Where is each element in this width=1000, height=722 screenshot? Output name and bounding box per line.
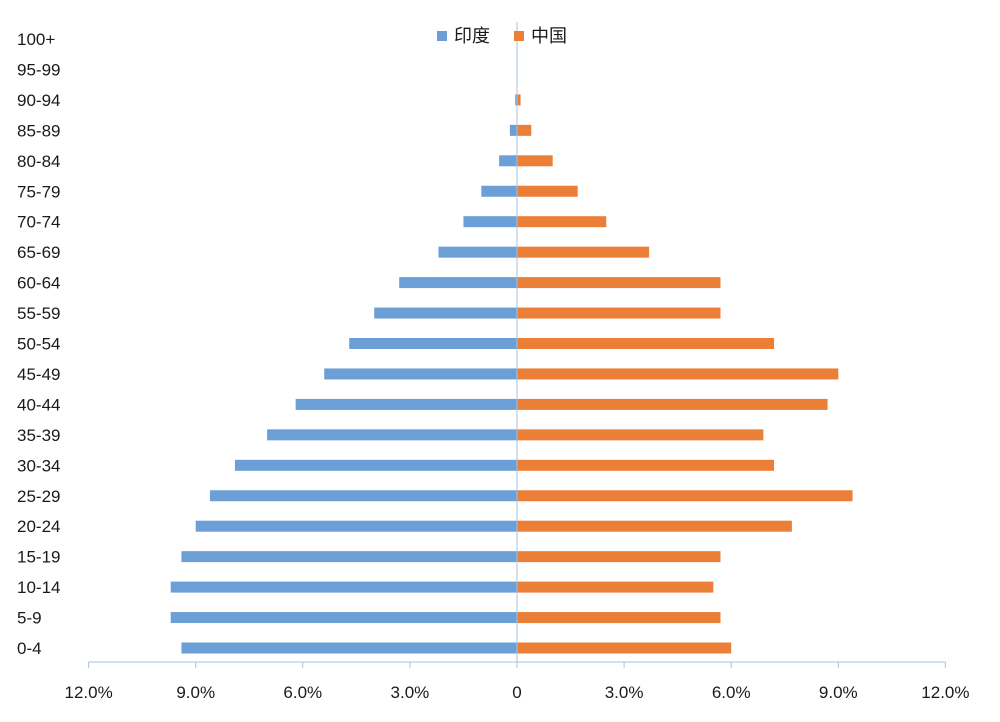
bar-china-40-44 <box>517 398 828 410</box>
bar-china-35-39 <box>517 429 764 441</box>
bar-india-85-89 <box>509 124 517 136</box>
bar-china-55-59 <box>517 307 721 319</box>
bar-china-70-74 <box>517 216 607 228</box>
bar-china-15-19 <box>517 551 721 563</box>
age-label-95-99: 95-99 <box>17 60 60 79</box>
x-tick-label: 3.0% <box>605 683 644 702</box>
bar-china-65-69 <box>517 246 650 258</box>
age-label-55-59: 55-59 <box>17 304 60 323</box>
bar-china-10-14 <box>517 581 714 593</box>
age-label-10-14: 10-14 <box>17 578 60 597</box>
x-tick-label: 9.0% <box>176 683 215 702</box>
x-tick-label: 9.0% <box>819 683 858 702</box>
bar-india-0-4 <box>181 642 518 654</box>
legend-india-label: 印度 <box>454 26 490 47</box>
china-bars <box>517 94 853 654</box>
age-label-0-4: 0-4 <box>17 639 42 658</box>
india-bars <box>170 94 518 654</box>
x-tick-label: 12.0% <box>921 683 969 702</box>
bar-china-5-9 <box>517 612 721 624</box>
bar-china-85-89 <box>517 124 532 136</box>
x-tick-label: 0 <box>512 683 521 702</box>
bar-china-75-79 <box>517 185 578 197</box>
age-label-20-24: 20-24 <box>17 517 60 536</box>
x-tick-labels: 12.0% 9.0% 6.0% 3.0% 0 3.0% 6.0% 9.0% 12.0% <box>64 683 969 702</box>
age-label-30-34: 30-34 <box>17 456 60 475</box>
legend: 印度 中国 <box>437 26 567 47</box>
x-tick-label: 6.0% <box>712 683 751 702</box>
bar-china-25-29 <box>517 490 853 502</box>
bar-china-45-49 <box>517 368 839 380</box>
bar-india-45-49 <box>324 368 517 380</box>
age-label-35-39: 35-39 <box>17 426 60 445</box>
x-tick-label: 6.0% <box>283 683 322 702</box>
age-label-85-89: 85-89 <box>17 121 60 140</box>
bar-india-60-64 <box>399 277 517 289</box>
age-label-25-29: 25-29 <box>17 487 60 506</box>
bar-india-90-94 <box>515 94 517 106</box>
bar-india-55-59 <box>374 307 517 319</box>
bar-india-25-29 <box>209 490 518 502</box>
bar-china-80-84 <box>517 155 553 167</box>
legend-china-label: 中国 <box>531 26 567 47</box>
bar-china-60-64 <box>517 277 721 289</box>
bar-china-90-94 <box>517 94 521 106</box>
bar-india-30-34 <box>234 459 517 471</box>
age-label-70-74: 70-74 <box>17 213 60 232</box>
bar-india-35-39 <box>267 429 517 441</box>
bar-china-20-24 <box>517 520 792 532</box>
bar-china-0-4 <box>517 642 732 654</box>
bar-india-80-84 <box>499 155 517 167</box>
bar-india-15-19 <box>181 551 518 563</box>
age-label-60-64: 60-64 <box>17 274 60 293</box>
age-label-45-49: 45-49 <box>17 365 60 384</box>
legend-india-swatch <box>437 31 447 41</box>
bar-india-70-74 <box>463 216 517 228</box>
age-label-80-84: 80-84 <box>17 152 60 171</box>
age-label-90-94: 90-94 <box>17 91 60 110</box>
age-label-50-54: 50-54 <box>17 335 60 354</box>
bar-india-40-44 <box>295 398 517 410</box>
age-label-65-69: 65-69 <box>17 243 60 262</box>
bar-china-50-54 <box>517 338 775 349</box>
bar-india-75-79 <box>481 185 517 197</box>
bar-india-20-24 <box>195 520 517 532</box>
x-tick-label: 12.0% <box>64 683 112 702</box>
bar-india-65-69 <box>438 246 517 258</box>
bar-india-5-9 <box>170 612 517 624</box>
age-label-15-19: 15-19 <box>17 548 60 567</box>
age-group-labels: 0-4 5-9 10-14 15-19 20-24 25-29 30-34 35-39 40-4… <box>17 30 60 658</box>
bar-india-10-14 <box>170 581 517 593</box>
bar-india-50-54 <box>349 338 517 349</box>
age-label-40-44: 40-44 <box>17 395 60 414</box>
x-tick-label: 3.0% <box>391 683 430 702</box>
bar-china-30-34 <box>517 459 775 471</box>
age-label-5-9: 5-9 <box>17 609 42 628</box>
legend-china-swatch <box>514 31 524 41</box>
axes <box>88 22 946 668</box>
age-label-100+: 100+ <box>17 30 55 49</box>
age-label-75-79: 75-79 <box>17 182 60 201</box>
